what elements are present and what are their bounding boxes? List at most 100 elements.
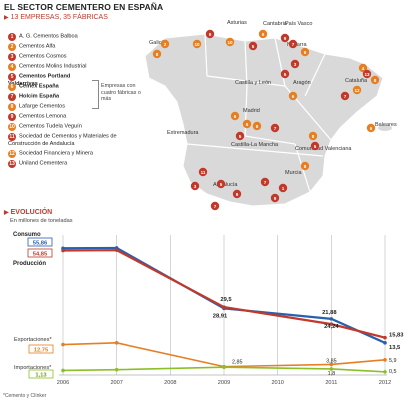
factory-marker-label: 1 — [282, 186, 285, 191]
company-name: A. G. Cementos Balboa — [19, 33, 78, 40]
value-label: 1,13 — [35, 373, 47, 379]
factory-marker — [340, 91, 350, 101]
company-item: 7 Holcim España — [8, 93, 94, 103]
factory-marker — [242, 119, 252, 129]
value-label: 1,8 — [328, 371, 336, 377]
triangle-icon: ▶ — [4, 15, 9, 21]
region-label: Baleares — [375, 122, 397, 128]
factory-marker — [270, 123, 280, 133]
factory-marker-label: 7 — [344, 94, 347, 99]
factory-marker-label: 9 — [209, 32, 212, 37]
company-number-badge: 3 — [8, 53, 16, 61]
company-item: 5 Cementos Portland Valderrivas — [8, 73, 94, 87]
value-label: 5,9 — [389, 358, 397, 364]
company-name: Sociedad Financiera y Minera — [19, 150, 93, 157]
data-point — [114, 367, 119, 372]
map-region-lines — [186, 33, 332, 193]
data-point — [329, 322, 334, 326]
factory-marker-label: 11 — [201, 170, 206, 175]
region-label: Comunidad Valenciana — [295, 146, 352, 152]
factory-marker — [280, 69, 290, 79]
company-number-badge: 5 — [8, 73, 16, 81]
company-item: 8 Lafarge Cementos — [8, 103, 148, 113]
region-label: Cantabria — [263, 21, 288, 27]
company-name: Cementos Lemona — [19, 113, 67, 120]
factory-marker — [248, 41, 258, 51]
company-item: 2 Cementos Alfa — [8, 43, 148, 53]
factory-marker — [160, 39, 170, 49]
value-box — [27, 237, 53, 247]
data-point — [61, 342, 65, 347]
factory-marker-label: 6 — [304, 50, 307, 55]
region-label: Andalucía — [213, 182, 238, 188]
factory-marker — [362, 69, 372, 79]
region-label: Castilla-La Mancha — [231, 142, 279, 148]
company-item: 3 Cementos Cosmos — [8, 53, 148, 63]
year-label: 2012 — [379, 380, 391, 386]
company-number-badge: 12 — [8, 150, 16, 158]
value-box — [28, 344, 54, 354]
series-name-exportaciones: Exportaciones* — [14, 337, 52, 343]
bracket-note: Empresas con cuatro fábricas o más — [101, 83, 141, 102]
factory-marker-label: 6 — [370, 126, 373, 131]
triangle-icon: ▶ — [4, 210, 9, 216]
company-item: 9 Cementos Lemona — [8, 113, 148, 123]
region-label: Cataluña — [345, 78, 368, 84]
data-point — [329, 362, 334, 367]
company-name: Cementos Tudela Veguín — [19, 123, 82, 130]
factory-marker-label: 4 — [362, 66, 365, 71]
series-name-produccion: Producción — [13, 261, 46, 267]
data-point — [114, 248, 119, 252]
value-label: 15,83 — [389, 333, 404, 339]
data-point — [61, 248, 65, 253]
factory-marker — [352, 85, 362, 95]
factory-marker — [280, 33, 290, 43]
factory-marker — [278, 183, 288, 193]
factory-marker — [358, 63, 368, 73]
factory-marker-label: 9 — [284, 36, 287, 41]
factory-marker-label: 7 — [214, 204, 217, 209]
region-label: Aragón — [293, 80, 311, 86]
factory-marker-label: 10 — [227, 40, 233, 45]
infographic-subtitle: ▶ 13 EMPRESAS, 35 FÁBRICAS — [4, 14, 108, 21]
factory-marker — [230, 111, 240, 121]
company-item: 10 Cementos Tudela Veguín — [8, 123, 148, 133]
company-number-badge: 7 — [8, 93, 16, 101]
company-item: 4 Cementos Molins Industrial — [8, 63, 148, 73]
company-number-badge: 13 — [8, 160, 16, 168]
value-label: 29,5 — [220, 297, 232, 303]
year-label: 2011 — [325, 380, 337, 386]
company-number-badge: 6 — [8, 83, 16, 91]
factory-marker-label: 9 — [274, 196, 277, 201]
bracket — [92, 80, 99, 109]
year-label: 2006 — [57, 380, 69, 386]
factory-marker-label: 10 — [194, 42, 200, 47]
factory-marker-label: 8 — [304, 164, 307, 169]
factory-marker — [190, 181, 200, 191]
company-name: Lafarge Cementos — [19, 103, 66, 110]
year-label: 2010 — [271, 380, 283, 386]
company-name: Cementos Portland Valderrivas — [8, 73, 71, 88]
factory-marker-label: 5 — [239, 134, 242, 139]
company-item: 12 Sociedad Financiera y Minera — [8, 150, 148, 160]
value-label: 13,5 — [389, 345, 401, 351]
factory-marker — [310, 141, 320, 151]
value-label: 12,75 — [34, 348, 49, 354]
value-label: 0,5 — [389, 369, 397, 375]
company-number-badge: 10 — [8, 123, 16, 131]
year-label: 2009 — [218, 380, 230, 386]
factory-marker-label: 6 — [246, 122, 249, 127]
company-number-badge: 1 — [8, 33, 16, 41]
evolution-title: ▶ EVOLUCIÓN — [4, 209, 52, 216]
factory-marker — [216, 179, 226, 189]
units-label: En millones de toneladas — [10, 218, 73, 224]
value-label: 24,24 — [324, 324, 339, 330]
data-point — [383, 335, 387, 340]
factory-marker — [205, 29, 215, 39]
factory-marker-label: 9 — [236, 192, 239, 197]
company-item: 11 Sociedad de Cementos y Materiales de C… — [8, 133, 148, 150]
map-land — [144, 33, 384, 207]
balearic-islands — [378, 125, 392, 131]
factory-marker-label: 5 — [252, 44, 255, 49]
